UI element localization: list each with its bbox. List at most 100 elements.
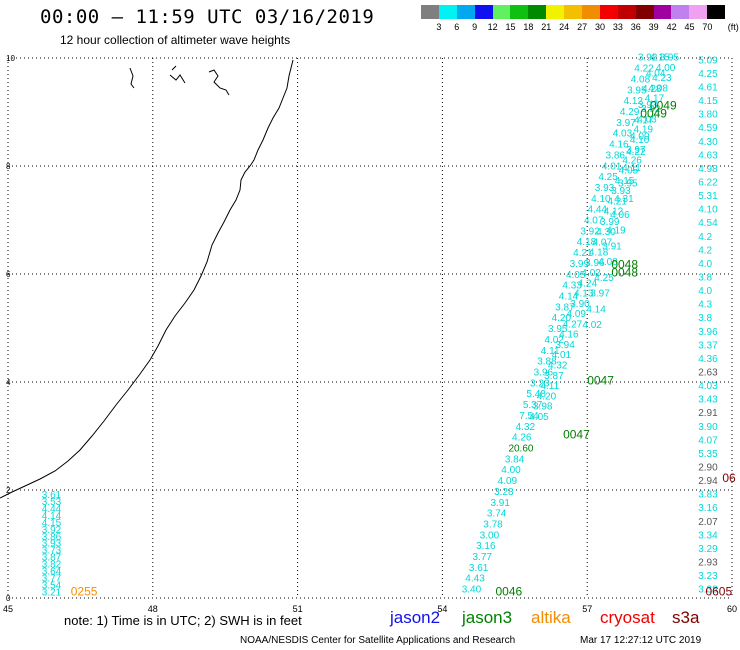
lat-tick-label: 2 <box>6 486 11 495</box>
wave-height-value: 4.09 <box>567 309 587 320</box>
wave-height-value: 4.26 <box>622 155 642 166</box>
wave-height-value: 4.11 <box>541 346 560 357</box>
wave-height-value: 2.07 <box>698 517 718 528</box>
wave-height-value: 3.8 <box>698 313 712 324</box>
lon-tick-label: 54 <box>437 604 447 614</box>
wave-height-value: 4.31 <box>614 194 634 205</box>
wave-height-value: 4.14 <box>42 511 62 522</box>
wave-height-value: 3.73 <box>42 546 62 557</box>
wave-height-value: 3.92 <box>641 104 661 115</box>
wave-height-value: 4.21 <box>573 248 593 259</box>
wave-height-value: 4.04 <box>646 68 666 79</box>
wave-height-value: 3.86 <box>42 532 62 543</box>
wave-height-value: 4.24 <box>578 278 598 289</box>
coastline-main <box>0 59 294 499</box>
satellite-name: altika <box>531 608 571 627</box>
wave-height-value: 4.03 <box>698 381 718 392</box>
altimeter-tracks: 3.613.534.444.144.153.923.863.933.733.87… <box>42 53 718 599</box>
wave-height-value: 4.16 <box>609 140 629 151</box>
legend-swatch <box>689 5 708 19</box>
wave-height-value: 4.01 <box>552 350 572 361</box>
wave-height-value: 3.96 <box>534 367 554 378</box>
wave-height-value: 5.48 <box>526 389 546 400</box>
wave-height-value: 4.0 <box>698 286 712 297</box>
lat-tick-label: 6 <box>6 270 11 279</box>
legend-value: 30 <box>594 22 606 32</box>
wave-height-value: 4.01 <box>602 161 622 172</box>
wave-height-value: 3.80 <box>698 110 718 121</box>
wave-height-value: 4.06 <box>610 210 630 221</box>
wave-height-value: 4.20 <box>552 313 572 324</box>
lon-tick-label: 48 <box>148 604 158 614</box>
wave-height-value: 4.28 <box>642 84 662 95</box>
wave-height-value: 4.18 <box>589 248 609 259</box>
wave-height-value: 3.23 <box>530 378 550 389</box>
wave-height-value: 4.15 <box>42 518 62 529</box>
wave-height-value: 5.37 <box>523 400 543 411</box>
wave-height-value: 3.16 <box>698 503 718 514</box>
wave-height-value: 4.98 <box>698 164 718 175</box>
wave-height-value: 4.15 <box>615 176 635 187</box>
wave-height-value: 4.08 <box>598 257 618 268</box>
wave-height-value: 3.8 <box>698 273 712 284</box>
wave-height-value: 4.19 <box>606 226 626 237</box>
wave-height-value: 4.29 <box>620 107 640 118</box>
satellite-name: s3a <box>672 608 700 627</box>
wave-height-value: 4.16 <box>559 330 579 341</box>
wave-height-value: 3.84 <box>505 454 525 465</box>
wave-height-value: 2.90 <box>698 462 718 473</box>
pass-time-label: 0048 <box>611 266 638 280</box>
wave-height-value: 4.0 <box>698 259 712 270</box>
pass-time-label: 0049 <box>640 106 667 120</box>
legend-value: 42 <box>666 22 677 32</box>
legend-value: 6 <box>454 22 460 32</box>
wave-height-value: 3.92 <box>42 525 62 536</box>
lat-tick-label: 0 <box>6 594 11 603</box>
wave-height-value: 4.17 <box>634 116 654 127</box>
wave-height-value: 4.21 <box>607 196 627 207</box>
legend-value: 12 <box>487 22 498 32</box>
wave-height-value: 3.96 <box>698 327 718 338</box>
wave-height-value: 4.30 <box>698 137 718 148</box>
lon-tick-label: 45 <box>3 604 13 614</box>
legend-value: 15 <box>505 22 516 32</box>
wave-height-value: 4.23 <box>652 73 672 84</box>
legend-swatch <box>546 5 565 19</box>
wave-height-value: 4.03 <box>613 129 633 140</box>
wave-height-value: 3.87 <box>555 302 575 313</box>
legend-value: 3 <box>436 22 442 32</box>
wave-height-value: 3.28 <box>494 487 514 498</box>
wave-height-value: 4.32 <box>548 361 568 372</box>
legend-swatch <box>617 5 636 19</box>
legend-swatch <box>635 5 654 19</box>
wave-height-value: 3.98 <box>533 402 553 413</box>
legend-value: 45 <box>684 22 695 32</box>
wave-height-value: 3.94 <box>555 340 575 351</box>
wave-height-value: 4.11 <box>622 163 641 174</box>
wave-height-value: 3.82 <box>42 560 62 571</box>
wave-height-value: 4.25 <box>594 273 614 284</box>
credit-line: NOAA/NESDIS Center for Satellite Applica… <box>240 635 516 646</box>
wave-height-value: 3.91 <box>490 498 510 509</box>
wave-height-value: 4.00 <box>630 131 650 142</box>
wave-height-value: 3.29 <box>698 544 718 555</box>
wave-height-value: 3.91 <box>602 241 622 252</box>
wave-height-value: 4.07 <box>593 237 613 248</box>
wave-height-value: 3.87 <box>544 371 564 382</box>
wave-height-value: 4.00 <box>501 465 521 476</box>
legend-swatch <box>582 5 600 19</box>
wave-height-value: 4.19 <box>634 125 654 136</box>
wave-height-value: 4.17 <box>645 94 665 105</box>
coastline <box>0 59 294 499</box>
wave-height-value: 4.2 <box>698 232 712 243</box>
wave-height-value: 4.10 <box>698 205 718 216</box>
wave-height-value: 3.95 <box>548 324 568 335</box>
pass-time-label: 0047 <box>587 374 614 388</box>
wave-height-value: 3.90 <box>698 422 718 433</box>
satellite-name: jason3 <box>462 608 513 627</box>
wave-height-value: 3.77 <box>42 573 62 584</box>
map-title: 00:00 – 11:59 UTC 03/16/2019 <box>40 6 375 28</box>
wave-height-value: 3.90 <box>570 299 590 310</box>
